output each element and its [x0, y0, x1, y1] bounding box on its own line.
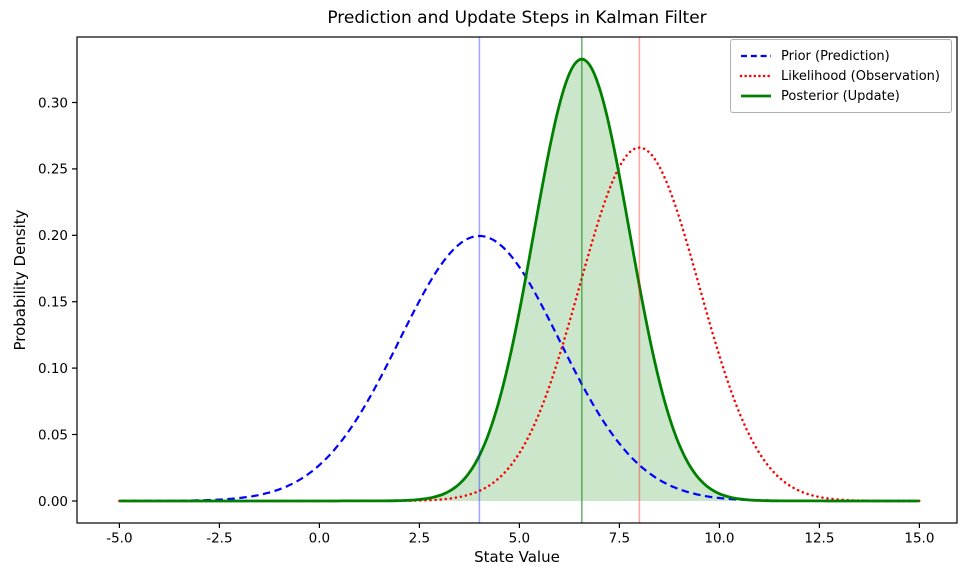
y-tick-label: 0.05: [38, 427, 68, 443]
x-tick-label: 0.0: [309, 531, 330, 547]
y-tick-label: 0.30: [38, 95, 68, 111]
x-tick-label: 10.0: [704, 531, 734, 547]
x-axis-label: State Value: [474, 548, 560, 566]
x-tick-label: 5.0: [509, 531, 530, 547]
posterior-solid-line-sample: [741, 94, 771, 98]
legend-label-likelihood: Likelihood (Observation): [781, 68, 940, 84]
x-tick-label: 15.0: [904, 531, 934, 547]
y-tick-label: 0.20: [38, 228, 68, 244]
prior-curve: [119, 234, 920, 503]
x-tick-label: 7.5: [609, 531, 630, 547]
y-tick-label: 0.25: [38, 162, 68, 178]
legend-item-posterior: Posterior (Update): [739, 86, 943, 106]
y-tick-label: 0.15: [38, 295, 68, 311]
x-tick-label: 2.5: [409, 531, 430, 547]
prior-dashed-line-sample: [741, 54, 771, 58]
legend-label-prior: Prior (Prediction): [781, 48, 890, 64]
x-tick-label: -5.0: [106, 531, 132, 547]
legend: Prior (Prediction) Likelihood (Observati…: [730, 39, 952, 113]
legend-item-prior: Prior (Prediction): [739, 46, 943, 66]
x-tick-label: 12.5: [804, 531, 834, 547]
y-tick-label: 0.10: [38, 361, 68, 377]
y-axis-label: Probability Density: [11, 209, 29, 351]
chart-title: Prediction and Update Steps in Kalman Fi…: [327, 8, 707, 28]
legend-label-posterior: Posterior (Update): [781, 88, 900, 104]
axes-spines: [76, 36, 958, 524]
likelihood-dotted-line-sample: [739, 74, 773, 78]
posterior-curve: [119, 57, 920, 503]
posterior-fill-area: [119, 59, 920, 501]
x-tick-label: -2.5: [206, 531, 232, 547]
y-tick-label: 0.00: [38, 494, 68, 510]
legend-item-likelihood: Likelihood (Observation): [739, 66, 943, 86]
